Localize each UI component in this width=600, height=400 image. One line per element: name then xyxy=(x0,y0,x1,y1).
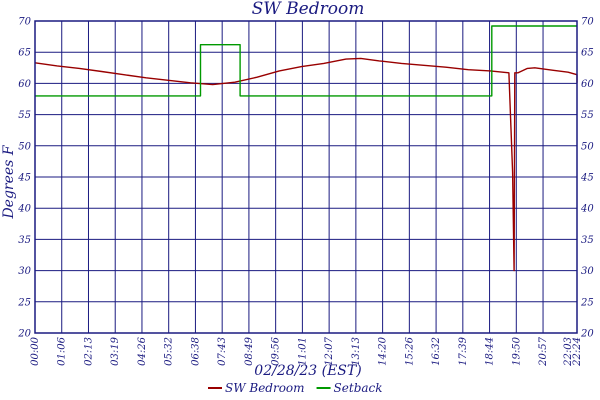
x-tick-label: 08:49 xyxy=(244,336,255,365)
x-tick-label: 00:00 xyxy=(30,336,41,365)
series-line-setback xyxy=(35,25,577,97)
y-tick-label-right: 70 xyxy=(581,17,594,28)
y-tick-label-right: 40 xyxy=(580,204,594,215)
y-tick-label-right: 25 xyxy=(580,297,594,308)
y-tick-label: 25 xyxy=(17,297,31,308)
y-tick-label-right: 65 xyxy=(581,48,594,59)
x-tick-label: 22:03 xyxy=(563,337,574,367)
y-tick-label-right: 55 xyxy=(581,110,594,121)
y-axis-left-ticks: 20 25 30 35 40 45 50 55 60 65 70 xyxy=(17,17,31,340)
x-tick-label: 03:19 xyxy=(110,336,121,365)
x-tick-label: 13:13 xyxy=(351,337,362,366)
y-tick-label-right: 30 xyxy=(581,266,594,277)
y-axis-label: Degrees F xyxy=(1,144,17,219)
x-axis-ticks: 00:00 01:06 02:13 03:19 04:26 05:32 06:38 07:43… xyxy=(30,336,583,366)
series-line-sw-bedroom xyxy=(34,57,578,272)
y-tick-label: 40 xyxy=(17,204,31,215)
x-tick-label: 12:07 xyxy=(324,336,335,365)
y-tick-label: 45 xyxy=(17,173,31,184)
x-tick-label: 05:32 xyxy=(164,337,175,366)
x-tick-label: 15:26 xyxy=(404,336,415,365)
series-lines xyxy=(34,25,578,272)
x-tick-label: 04:26 xyxy=(137,336,148,365)
x-tick-label: 22:24 xyxy=(572,337,583,367)
x-axis-label: 02/28/23 (EST) xyxy=(254,363,361,379)
chart-title: SW Bedroom xyxy=(252,0,365,19)
x-tick-label: 07:43 xyxy=(217,337,228,366)
x-tick-label: 14:20 xyxy=(378,336,389,365)
legend: SW Bedroom Setback xyxy=(208,381,383,395)
x-tick-label: 06:38 xyxy=(190,337,201,366)
y-tick-label-right: 20 xyxy=(580,329,594,340)
legend-label: Setback xyxy=(334,381,383,395)
x-tick-label: 09:56 xyxy=(271,336,282,365)
x-tick-label: 19:50 xyxy=(511,336,522,365)
x-tick-label: 16:32 xyxy=(431,337,442,366)
y-tick-label-right: 35 xyxy=(581,235,594,246)
x-tick-label: 02:13 xyxy=(83,337,94,366)
y-tick-label: 70 xyxy=(18,17,31,28)
x-tick-label: 18:44 xyxy=(485,337,496,366)
y-tick-label-right: 45 xyxy=(580,173,594,184)
x-tick-label: 01:06 xyxy=(57,336,68,365)
x-tick-label: 20:57 xyxy=(538,336,549,366)
legend-label: SW Bedroom xyxy=(225,381,305,395)
y-tick-label: 55 xyxy=(18,110,31,121)
y-tick-label: 20 xyxy=(17,329,31,340)
y-tick-label: 30 xyxy=(18,266,31,277)
y-tick-label-right: 50 xyxy=(581,141,594,152)
y-tick-label: 50 xyxy=(18,141,31,152)
y-tick-label: 60 xyxy=(18,79,31,90)
x-tick-label: 11:01 xyxy=(297,337,308,366)
grid xyxy=(35,21,577,333)
y-tick-label: 35 xyxy=(18,235,31,246)
y-tick-label-right: 60 xyxy=(581,79,594,90)
y-axis-right-ticks: 20 25 30 35 40 45 50 55 60 65 70 xyxy=(580,17,594,340)
plot-area xyxy=(34,20,578,334)
x-tick-label: 17:39 xyxy=(458,336,469,365)
y-tick-label: 65 xyxy=(18,48,31,59)
